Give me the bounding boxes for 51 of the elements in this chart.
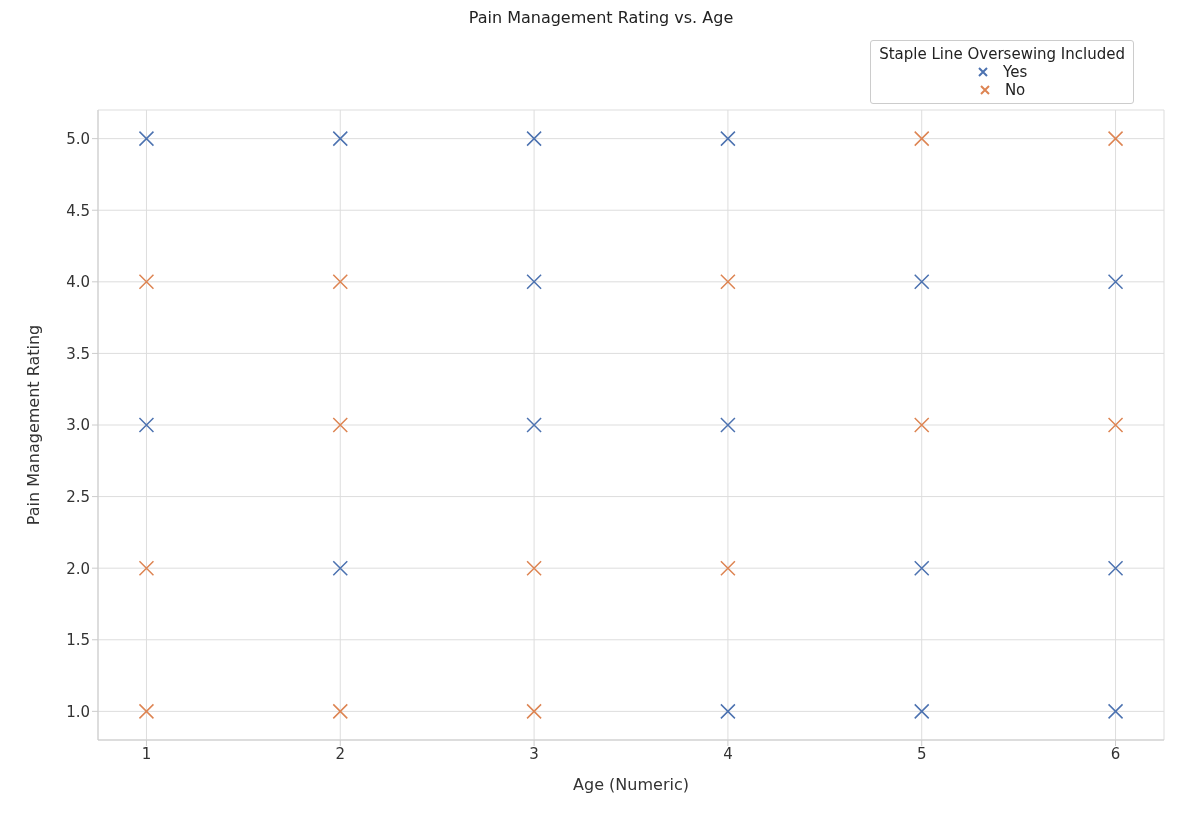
point [138,703,155,720]
point [720,130,736,147]
point [913,417,930,433]
point [526,130,542,147]
y-tick-label: 2.5 [66,487,90,506]
point [1107,274,1124,290]
point [138,417,155,433]
point [138,274,155,290]
point [1107,703,1124,720]
point [913,274,930,290]
y-tick-label: 4.5 [66,201,90,220]
x-tick-label: 6 [1110,744,1121,763]
point [720,703,736,720]
point [526,703,542,720]
x-tick-label: 5 [916,744,927,763]
point [526,274,542,290]
point [720,560,736,576]
point [332,560,349,576]
point [1107,560,1124,576]
legend-label: No [1004,81,1026,99]
legend-label: Yes [1002,63,1028,81]
y-tick-label: 1.5 [66,631,90,650]
point [332,130,349,147]
legend-title: Staple Line Oversewing Included [879,45,1125,63]
y-tick-label: 2.0 [66,559,90,578]
point [720,274,736,290]
x-tick-label: 2 [335,744,346,763]
point [913,130,930,147]
point [138,560,155,576]
point [332,274,349,290]
point [1107,130,1124,147]
point [332,417,349,433]
x-tick-label: 3 [529,744,539,763]
point [526,417,542,433]
point [332,703,349,720]
y-tick-label: 3.5 [66,344,90,363]
y-tick-label: 1.0 [66,702,90,721]
y-axis-title: Pain Management Rating [23,324,43,526]
point [913,703,930,720]
point [526,560,542,576]
point [913,560,930,576]
y-tick-label: 4.0 [66,273,90,292]
x-tick-label: 4 [723,744,733,763]
point [720,417,736,433]
y-tick-label: 3.0 [66,416,90,435]
chart-title: Pain Management Rating vs. Age [467,8,735,29]
x-axis-title: Age (Numeric) [573,775,689,794]
point [1107,417,1124,433]
x-tick-label: 1 [141,744,152,763]
point [138,130,155,147]
y-tick-label: 5.0 [66,129,90,148]
